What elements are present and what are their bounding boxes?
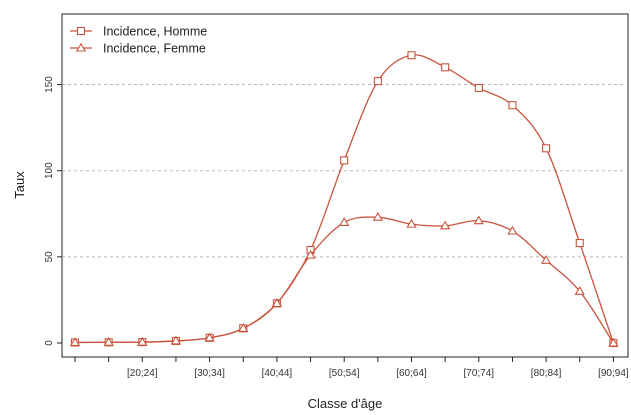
y-axis: 0 50 100 150 <box>44 76 62 346</box>
legend-label: Incidence, Femme <box>103 42 206 56</box>
legend-item: Incidence, Homme <box>70 25 207 39</box>
data-point <box>574 286 585 295</box>
data-point <box>575 239 584 248</box>
x-axis-title: Classe d'âge <box>308 396 383 411</box>
x-axis: [20;24] [30;34] [40;44] [50;54] [60;64] [70;7… <box>74 357 629 379</box>
x-tick-label: [40;44] <box>262 368 293 379</box>
y-tick-label: 150 <box>44 76 55 93</box>
plot-frame <box>61 13 629 358</box>
x-tick-label: [50;54] <box>329 368 360 379</box>
y-tick-label: 0 <box>44 340 55 346</box>
x-tick-label: [90;94] <box>598 368 629 379</box>
data-point <box>204 332 215 342</box>
series-line <box>74 54 615 344</box>
legend-item: Incidence, Femme <box>70 42 206 56</box>
data-point <box>406 218 417 228</box>
series-homme <box>70 51 618 348</box>
data-point <box>137 336 148 346</box>
data-point <box>542 144 551 153</box>
data-point <box>540 255 552 264</box>
data-point <box>340 156 349 165</box>
data-point <box>508 101 517 110</box>
data-point <box>373 77 382 86</box>
series-femme <box>69 211 619 347</box>
data-point <box>474 83 483 93</box>
y-axis-title: Taux <box>12 171 27 199</box>
data-point <box>238 323 249 332</box>
data-point <box>441 63 450 72</box>
y-tick-label: 100 <box>44 162 55 179</box>
data-point <box>339 217 350 226</box>
data-point <box>305 249 316 259</box>
data-point <box>407 51 416 60</box>
data-point <box>439 220 451 230</box>
series-layer <box>69 51 619 348</box>
x-tick-label: [30;34] <box>194 368 225 379</box>
y-tick-label: 50 <box>44 251 55 263</box>
series-line <box>74 216 614 344</box>
x-tick-label: [70;74] <box>464 368 495 379</box>
data-point <box>473 215 484 225</box>
data-point <box>271 298 283 307</box>
data-point <box>103 337 114 346</box>
x-tick-label: [60;64] <box>396 368 427 379</box>
legend-label: Incidence, Homme <box>103 25 207 39</box>
data-point <box>507 225 518 235</box>
triangle-marker-icon <box>75 42 87 52</box>
square-marker-icon <box>76 26 86 36</box>
data-point <box>372 211 384 221</box>
legend: Incidence, Homme Incidence, Femme <box>70 25 207 56</box>
data-point <box>170 335 182 345</box>
x-tick-label: [80;84] <box>531 368 562 379</box>
data-point <box>69 337 81 347</box>
x-tick-label: [20;24] <box>127 368 158 379</box>
grid-lines <box>62 84 628 258</box>
data-point <box>608 337 619 347</box>
